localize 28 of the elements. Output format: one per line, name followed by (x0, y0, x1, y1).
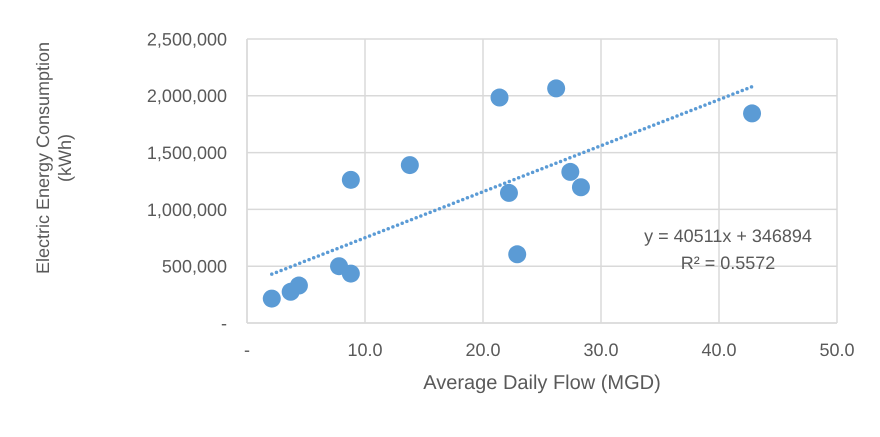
point (561, 162, 580, 181)
y-tick-label: 500,000 (162, 256, 227, 277)
x-tick-label: 50.0 (819, 340, 855, 360)
x-tick-label: - (244, 340, 250, 360)
point (572, 178, 590, 196)
y-tick-label: - (221, 313, 227, 334)
point (500, 184, 518, 202)
annotation: R² = 0.5572 (680, 252, 776, 275)
point (342, 264, 360, 283)
point (342, 170, 360, 189)
point (490, 88, 509, 107)
point (290, 276, 308, 295)
annotation: y = 40511x + 346894 (643, 225, 813, 248)
x-tick-label: 40.0 (701, 340, 737, 360)
point (743, 104, 762, 122)
point (508, 245, 526, 264)
x-axis-title: Average Daily Flow (MGD) (423, 372, 661, 394)
point (400, 156, 419, 174)
point (262, 290, 281, 308)
x-tick-label: 10.0 (347, 340, 383, 360)
y-tick-label: 1,000,000 (146, 200, 227, 220)
x-tick-label: 30.0 (583, 340, 619, 360)
y-tick-label: 2,000,000 (146, 86, 227, 106)
y-tick-label: 1,500,000 (146, 142, 227, 163)
x-tick-label: 20.0 (465, 340, 501, 360)
y-axis-title: Electric Energy Consumption (kWh) (33, 42, 75, 274)
point (547, 79, 566, 98)
y-tick-label: 2,500,000 (146, 29, 227, 50)
